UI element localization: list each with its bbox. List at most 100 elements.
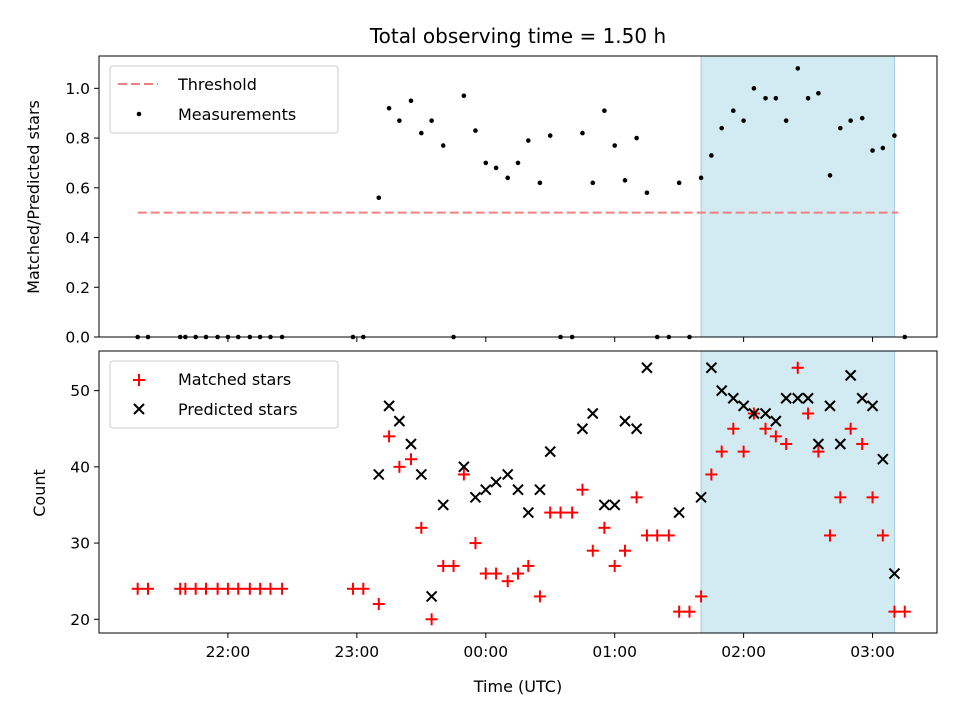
- legend-predicted-label: Predicted stars: [178, 400, 298, 419]
- top-legend: Threshold Measurements: [109, 65, 339, 134]
- measurement-point: [709, 153, 714, 158]
- matched-star-point: [673, 605, 686, 618]
- matched-star-point: [264, 582, 277, 595]
- matched-star-point: [651, 529, 664, 542]
- measurement-point: [526, 138, 531, 143]
- matched-star-point: [898, 605, 911, 618]
- measurement-point: [773, 95, 779, 101]
- matched-star-point: [866, 491, 879, 504]
- measurement-point: [859, 115, 865, 121]
- predicted-star-point: [856, 392, 868, 404]
- measurement-point: [440, 143, 446, 148]
- chart-title: Total observing time = 1.50 h: [369, 24, 666, 48]
- measurement-point: [644, 190, 650, 196]
- top-legend-box: [109, 65, 339, 134]
- matched-star-point: [357, 582, 370, 595]
- matched-star-point: [372, 598, 385, 611]
- matched-star-point: [512, 567, 524, 580]
- predicted-star-point: [705, 362, 718, 374]
- matched-star-point: [276, 582, 289, 595]
- matched-star-point: [823, 529, 836, 542]
- legend-threshold-label: Threshold: [177, 75, 257, 94]
- predicted-star-point: [695, 491, 707, 504]
- measurement-point: [612, 143, 617, 148]
- matched-star-point: [586, 544, 599, 557]
- measurement-point: [805, 95, 811, 101]
- top-y-ticks: 0.0 0.2 0.4 0.6 0.8 1.0: [65, 80, 99, 347]
- bottom-x-ticks: 22:00 23:00 00:00 01:00 02:00 03:00: [206, 633, 895, 661]
- measurement-points: [135, 66, 908, 340]
- predicted-star-point: [824, 400, 836, 412]
- top-y-tick-label: 0.2: [65, 279, 90, 297]
- predicted-star-point: [748, 407, 760, 420]
- matched-star-point: [457, 468, 470, 481]
- bottom-y-tick-label: 40: [70, 458, 90, 476]
- measurement-point: [493, 165, 499, 171]
- matched-star-point: [221, 582, 234, 595]
- matched-star-point: [490, 567, 503, 580]
- bottom-x-tick-label: 02:00: [721, 643, 766, 661]
- predicted-star-point: [715, 384, 728, 397]
- predicted-star-point: [383, 400, 395, 412]
- matched-star-point: [715, 445, 728, 458]
- matched-star-point: [404, 453, 417, 466]
- measurement-point: [537, 180, 543, 186]
- measurement-point: [580, 130, 585, 136]
- measurement-point: [741, 118, 746, 123]
- predicted-star-point: [512, 484, 524, 496]
- bottom-highlight-span: [700, 350, 895, 634]
- measurement-point: [590, 180, 596, 186]
- matched-star-point: [200, 582, 213, 595]
- matched-star-point: [876, 529, 889, 542]
- matched-star-point: [383, 430, 396, 443]
- legend-measurements-label: Measurements: [178, 105, 296, 124]
- matched-star-point: [856, 437, 869, 450]
- predicted-star-point: [501, 468, 514, 481]
- matched-star-point: [469, 537, 482, 550]
- bottom-y-tick-label: 50: [70, 382, 90, 400]
- measurement-point: [429, 118, 434, 123]
- matched-star-point: [619, 544, 632, 557]
- measurement-point: [827, 173, 833, 178]
- matched-star-point: [131, 582, 144, 595]
- predicted-star-point: [737, 400, 750, 412]
- matched-star-point: [232, 582, 245, 595]
- matched-star-point: [769, 430, 782, 443]
- x-axis-label: Time (UTC): [473, 677, 562, 696]
- matched-star-point: [479, 567, 492, 580]
- measurement-point: [848, 118, 853, 123]
- matched-star-point: [544, 506, 557, 519]
- measurement-point: [816, 91, 821, 96]
- matched-star-point: [533, 590, 546, 603]
- predicted-star-point: [373, 468, 385, 481]
- top-highlight-span: [700, 55, 895, 338]
- top-y-tick-label: 0.4: [65, 229, 90, 247]
- measurement-point: [505, 175, 510, 181]
- predicted-star-point: [673, 506, 685, 519]
- measurement-point: [376, 195, 382, 201]
- predicted-star-point: [844, 369, 857, 382]
- measurement-point: [838, 125, 843, 131]
- top-y-tick-label: 1.0: [65, 80, 90, 98]
- bottom-x-tick-label: 22:00: [206, 643, 251, 661]
- measurement-point: [397, 118, 402, 123]
- matched-star-point: [554, 506, 567, 519]
- predicted-star-point: [877, 453, 889, 465]
- predicted-star-point: [802, 392, 814, 404]
- matched-star-point: [640, 529, 653, 542]
- matched-star-point: [179, 582, 192, 595]
- matched-star-point: [630, 491, 643, 504]
- measurement-point: [751, 86, 757, 91]
- measurement-point: [461, 93, 467, 99]
- matched-star-point: [844, 422, 857, 435]
- measurement-point: [622, 178, 628, 183]
- predicted-star-point: [792, 392, 804, 404]
- measurement-point: [698, 175, 704, 181]
- measurement-point: [473, 128, 478, 133]
- predicted-star-point: [641, 362, 653, 374]
- bottom-x-tick-label: 00:00: [463, 643, 508, 661]
- measurement-point: [880, 145, 886, 151]
- measurement-point: [419, 130, 424, 136]
